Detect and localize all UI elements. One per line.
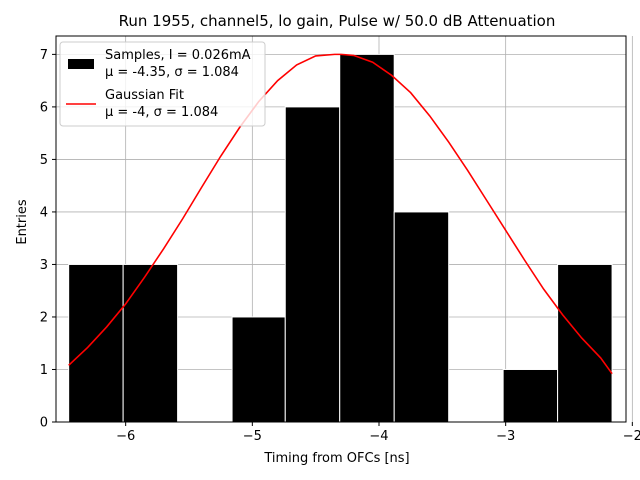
x-tick-label: −3 — [496, 429, 515, 444]
y-tick-label: 2 — [40, 310, 48, 325]
histogram-bar — [339, 53, 395, 423]
legend: Samples, I = 0.026mA μ = -4.35, σ = 1.08… — [59, 41, 266, 127]
y-axis-ticks: 0 1 2 3 4 5 6 7 — [40, 48, 56, 431]
legend-fit-label: Gaussian Fit — [105, 88, 184, 103]
y-axis-label: Entries — [15, 199, 30, 245]
y-tick-label: 6 — [40, 100, 48, 115]
plot-frame — [55, 35, 627, 423]
x-axis-label: Timing from OFCs [ns] — [263, 451, 409, 466]
legend-fit-stats: μ = -4, σ = 1.084 — [105, 105, 218, 120]
legend-box — [59, 41, 266, 127]
histogram-bar — [284, 106, 341, 423]
histogram-bar — [502, 368, 559, 423]
fit-curve — [68, 53, 613, 375]
histogram-bar — [393, 211, 450, 423]
y-tick-label: 3 — [40, 258, 48, 273]
chart-title: Run 1955, channel5, lo gain, Pulse w/ 50… — [119, 12, 556, 30]
histogram-bar — [231, 316, 286, 423]
x-tick-label: −2 — [623, 429, 640, 444]
histogram-bar — [122, 263, 179, 423]
histogram-bar — [68, 263, 124, 423]
x-tick-label: −5 — [243, 429, 262, 444]
histogram-bar — [557, 263, 613, 423]
histogram-bars — [68, 53, 613, 423]
x-tick-label: −4 — [369, 429, 388, 444]
legend-histogram-label: Samples, I = 0.026mA — [105, 48, 251, 63]
y-tick-label: 4 — [40, 205, 48, 220]
legend-histogram-swatch — [68, 59, 94, 69]
legend-histogram-stats: μ = -4.35, σ = 1.084 — [105, 65, 239, 80]
y-tick-label: 1 — [40, 363, 48, 378]
x-tick-label: −6 — [116, 429, 135, 444]
y-tick-label: 0 — [40, 416, 48, 431]
y-tick-label: 7 — [40, 48, 48, 63]
y-tick-label: 5 — [40, 153, 48, 168]
gaussian-fit-line — [68, 53, 613, 375]
x-axis-ticks: −6 −5 −4 −3 −2 — [116, 422, 640, 444]
